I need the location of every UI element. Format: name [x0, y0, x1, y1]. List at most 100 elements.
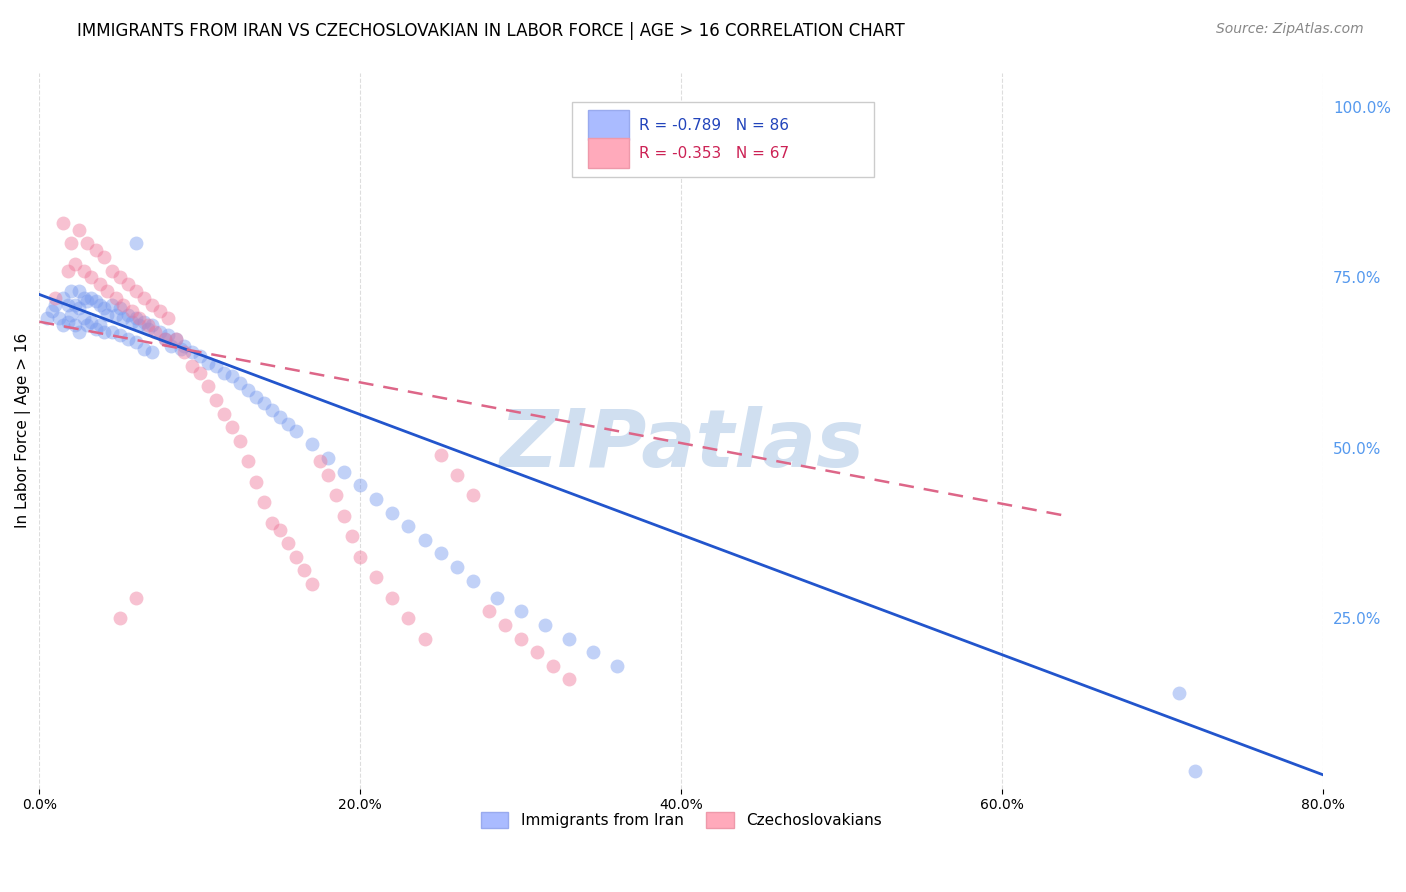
Point: [188, 366, 211, 380]
FancyBboxPatch shape: [572, 102, 875, 177]
Point: [80, 315, 103, 329]
Point: [349, 478, 371, 492]
Point: [105, 308, 128, 322]
Point: [236, 454, 259, 468]
Point: [398, 611, 420, 625]
Point: [429, 448, 451, 462]
Point: [260, 516, 283, 530]
Point: [269, 410, 291, 425]
Point: [333, 465, 356, 479]
Y-axis label: In Labor Force | Age > 16: In Labor Force | Age > 16: [15, 333, 31, 528]
Point: [325, 488, 347, 502]
Point: [124, 236, 146, 251]
Point: [37, 311, 59, 326]
Point: [84, 321, 107, 335]
Point: [93, 325, 115, 339]
Point: [60, 308, 83, 322]
Point: [269, 523, 291, 537]
Point: [541, 658, 564, 673]
Point: [73, 311, 96, 326]
Point: [205, 359, 228, 373]
Text: R = -0.353   N = 67: R = -0.353 N = 67: [638, 145, 789, 161]
Point: [76, 318, 98, 332]
Text: IMMIGRANTS FROM IRAN VS CZECHOSLOVAKIAN IN LABOR FORCE | AGE > 16 CORRELATION CH: IMMIGRANTS FROM IRAN VS CZECHOSLOVAKIAN …: [77, 22, 905, 40]
Point: [446, 468, 468, 483]
Point: [58, 263, 80, 277]
Point: [63, 257, 86, 271]
Point: [121, 304, 143, 318]
FancyBboxPatch shape: [588, 111, 628, 140]
Text: R = -0.789   N = 86: R = -0.789 N = 86: [638, 118, 789, 133]
Point: [73, 291, 96, 305]
Point: [366, 491, 388, 506]
Point: [149, 304, 172, 318]
Point: [526, 645, 548, 659]
Point: [366, 570, 388, 584]
Point: [212, 366, 235, 380]
Point: [165, 332, 187, 346]
Point: [89, 298, 111, 312]
Point: [89, 318, 111, 332]
Point: [180, 345, 202, 359]
Point: [316, 468, 339, 483]
Point: [153, 332, 176, 346]
Point: [173, 338, 195, 352]
Point: [132, 315, 155, 329]
Point: [381, 506, 404, 520]
Point: [132, 342, 155, 356]
Point: [117, 277, 139, 292]
Point: [180, 359, 202, 373]
Point: [108, 301, 131, 315]
Point: [44, 298, 66, 312]
Point: [63, 318, 86, 332]
Point: [381, 591, 404, 605]
Point: [141, 298, 163, 312]
Point: [1184, 764, 1206, 779]
Point: [165, 332, 187, 346]
Point: [141, 318, 163, 332]
Point: [111, 298, 134, 312]
Point: [277, 536, 299, 550]
Point: [105, 291, 128, 305]
Point: [342, 529, 364, 543]
Point: [156, 311, 179, 326]
Point: [461, 488, 484, 502]
Point: [558, 673, 581, 687]
Point: [446, 560, 468, 574]
Point: [124, 335, 146, 350]
Point: [485, 591, 508, 605]
Point: [309, 454, 332, 468]
Point: [108, 611, 131, 625]
Point: [398, 519, 420, 533]
Point: [292, 564, 315, 578]
Point: [236, 383, 259, 397]
Point: [606, 658, 628, 673]
Point: [138, 318, 160, 332]
Point: [93, 301, 115, 315]
Point: [494, 618, 516, 632]
Point: [160, 338, 183, 352]
Point: [124, 591, 146, 605]
Point: [84, 294, 107, 309]
Point: [69, 301, 91, 315]
Point: [117, 332, 139, 346]
Point: [253, 495, 276, 509]
Point: [121, 315, 143, 329]
Point: [138, 321, 160, 335]
Point: [229, 376, 252, 390]
Point: [413, 533, 436, 547]
Point: [48, 311, 70, 326]
Point: [132, 291, 155, 305]
Point: [76, 294, 98, 309]
Point: [63, 298, 86, 312]
Point: [128, 318, 150, 332]
Point: [76, 236, 98, 251]
Point: [478, 604, 501, 618]
Point: [221, 420, 243, 434]
Point: [534, 618, 557, 632]
Point: [96, 284, 118, 298]
Point: [153, 332, 176, 346]
Point: [205, 393, 228, 408]
Point: [69, 325, 91, 339]
Point: [509, 604, 531, 618]
